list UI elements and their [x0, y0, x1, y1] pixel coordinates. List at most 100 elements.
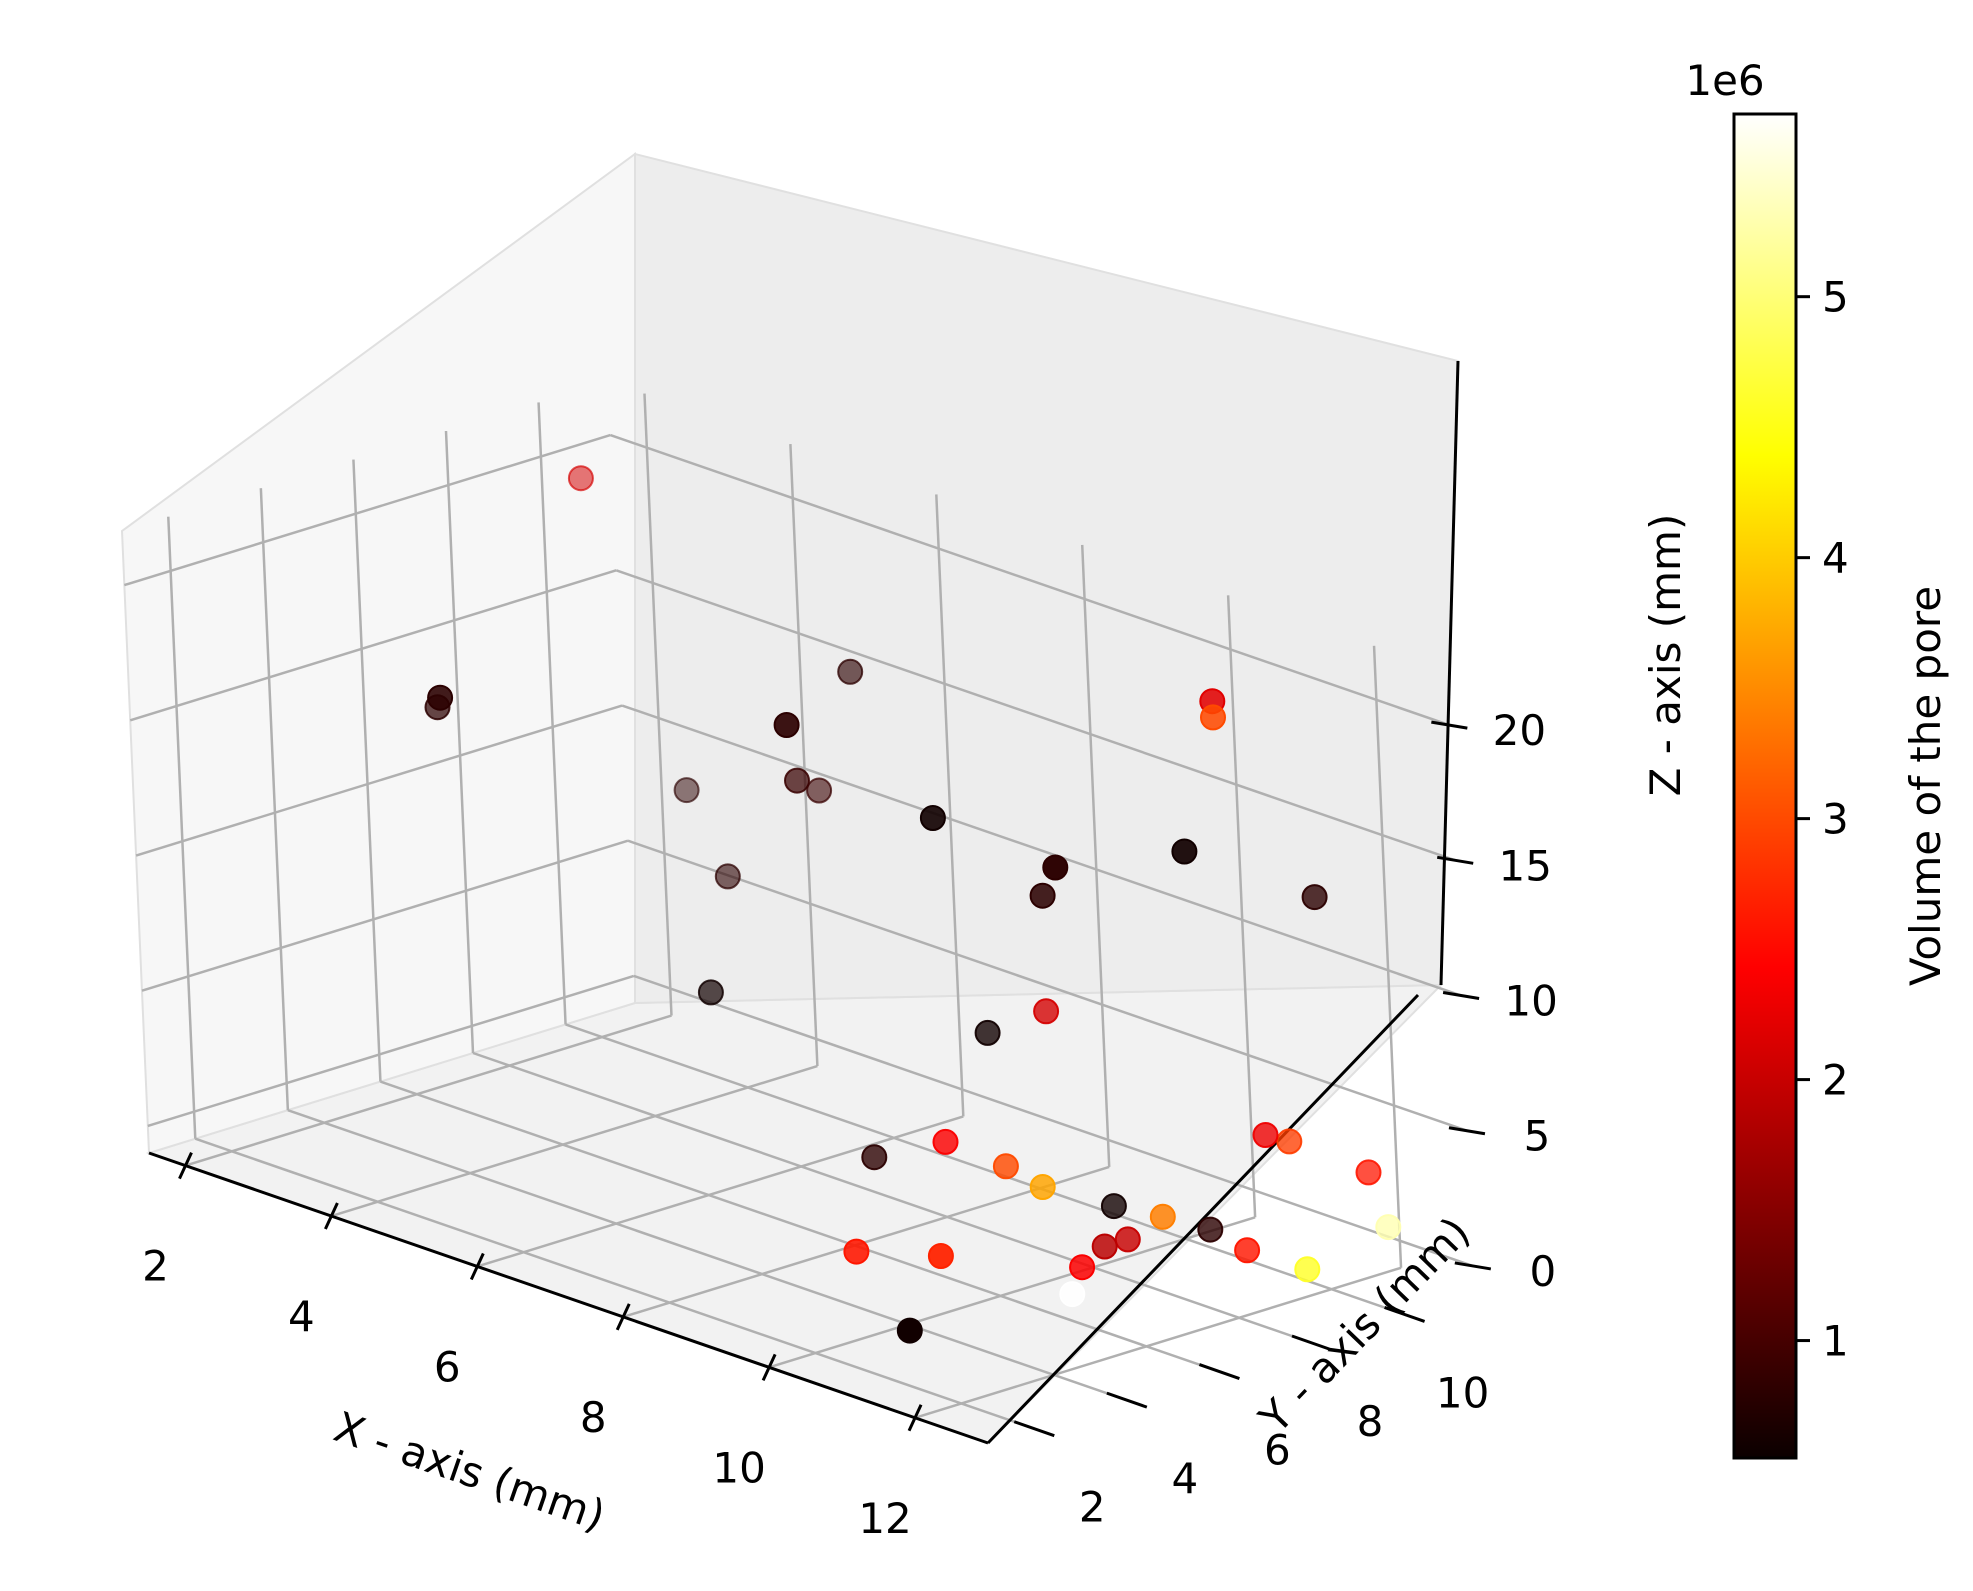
- scatter-point: [697, 979, 724, 1006]
- colorbar-label: Volume of the pore: [1901, 586, 1950, 986]
- y-grid-line: [259, 488, 290, 1111]
- y-tick-label: 10: [1436, 1368, 1489, 1417]
- x-tick-mark: [324, 1202, 339, 1230]
- scatter-point: [714, 863, 741, 890]
- x-tick-label: 2: [142, 1242, 169, 1291]
- scatter-point: [1234, 1237, 1261, 1264]
- scatter-point: [1276, 1128, 1303, 1155]
- z-tick-mark: [1442, 991, 1480, 1001]
- z-axis-ticks: 0 5 10 15 20: [1431, 706, 1558, 1296]
- x-tick-mark: [615, 1303, 631, 1331]
- z-tick-label: 20: [1493, 706, 1546, 755]
- scatter-point: [773, 712, 800, 738]
- x-tick-mark: [907, 1404, 923, 1432]
- z-tick-mark: [1431, 720, 1468, 730]
- scatter-point: [1059, 1281, 1086, 1308]
- scatter-point: [927, 1243, 954, 1269]
- x-tick-mark: [761, 1353, 777, 1381]
- x-grid-line: [1226, 595, 1257, 1218]
- colorbar-tick-label: 1: [1822, 1317, 1849, 1366]
- z-grid-line: [621, 704, 1462, 997]
- y-tick-label: 4: [1171, 1454, 1198, 1503]
- z-grid-line: [615, 569, 1456, 862]
- x-tick-label: 6: [434, 1342, 461, 1391]
- colorbar-tick-label: 3: [1822, 795, 1849, 844]
- scatter-point: [861, 1144, 888, 1171]
- scatter-point: [974, 1019, 1001, 1046]
- scatter-point: [673, 777, 700, 804]
- y-axis-ticks: 2 4 6 8 10: [1013, 1306, 1489, 1532]
- x-grid-line: [331, 1064, 818, 1218]
- y-tick-mark: [1198, 1363, 1240, 1380]
- scatter-point: [1029, 1174, 1056, 1200]
- scatter-point: [567, 465, 594, 492]
- scatter-point: [896, 1317, 923, 1344]
- colorbar-ticks: 1 2 3 4 5: [1796, 273, 1849, 1366]
- x-axis-line: [148, 1151, 989, 1445]
- scatter-point: [1197, 1216, 1224, 1243]
- left-pane: [120, 152, 636, 1155]
- x-tick-label: 8: [580, 1393, 607, 1442]
- x-axis-ticks: 2 4 6 8 10 12: [142, 1151, 923, 1543]
- scatter-point: [1100, 1193, 1127, 1220]
- scatter-point: [806, 777, 833, 804]
- y-grid-line: [565, 1023, 1405, 1316]
- scatter-point: [919, 805, 946, 831]
- y-grid-line: [472, 1051, 1313, 1345]
- y-tick-mark: [1384, 1306, 1426, 1323]
- scatter-point: [1375, 1214, 1402, 1241]
- y-tick-label: 8: [1357, 1397, 1384, 1446]
- colorbar-tick-label: 2: [1822, 1056, 1849, 1105]
- y-grid-line: [194, 1137, 1035, 1430]
- z-tick-mark: [1448, 1126, 1486, 1136]
- x-grid-line: [935, 494, 965, 1117]
- z-axis-title: Z - axis (mm): [1641, 514, 1690, 797]
- scatter-point: [1114, 1226, 1141, 1253]
- y-grid-line: [167, 516, 197, 1139]
- scatter-point: [1301, 884, 1328, 911]
- x-tick-label: 4: [288, 1292, 315, 1341]
- x-grid-line: [476, 1115, 964, 1268]
- z-tick-mark: [1436, 855, 1474, 865]
- y-tick-label: 2: [1079, 1483, 1106, 1532]
- z-tick-mark: [1454, 1261, 1492, 1271]
- y-tick-mark: [1106, 1391, 1148, 1409]
- scatter-point: [427, 684, 454, 711]
- x-tick-label: 10: [712, 1443, 765, 1492]
- x-grid-line: [914, 1266, 1402, 1419]
- y-tick-label: 6: [1264, 1426, 1291, 1475]
- grid-lines: [123, 393, 1474, 1430]
- y-tick-mark: [1291, 1334, 1333, 1352]
- scatter-point: [1033, 998, 1060, 1025]
- scatter-point: [1029, 882, 1056, 909]
- z-grid-line: [609, 433, 1450, 727]
- y-grid-line: [352, 459, 382, 1082]
- scatter-points: [424, 465, 1402, 1344]
- z-axis-line: [1439, 360, 1460, 986]
- colorbar: 1e6 1 2 3 4 5 Volume of the pore: [1685, 56, 1950, 1460]
- x-grid-line: [789, 443, 819, 1067]
- z-tick-label: 15: [1498, 841, 1551, 890]
- scatter-point: [1171, 838, 1198, 865]
- scatter-point: [1294, 1256, 1321, 1283]
- scatter-point: [1252, 1122, 1279, 1148]
- scatter-point: [1042, 854, 1069, 881]
- z-grid-line: [627, 839, 1468, 1132]
- z-grid-line: [123, 433, 611, 587]
- colorbar-tick-label: 5: [1822, 273, 1849, 322]
- z-tick-label: 5: [1524, 1112, 1551, 1161]
- colorbar-tick-label: 4: [1822, 534, 1849, 583]
- y-grid-line: [444, 430, 475, 1054]
- scatter-point: [932, 1128, 959, 1155]
- x-tick-label: 12: [858, 1494, 911, 1543]
- scatter-point: [843, 1238, 870, 1265]
- z-grid-line: [147, 974, 635, 1128]
- x-axis-title: X - axis (mm): [328, 1402, 611, 1540]
- x-grid-line: [1080, 544, 1111, 1167]
- colorbar-offset-text: 1e6: [1685, 56, 1764, 105]
- z-grid-line: [633, 974, 1474, 1268]
- x-grid-line: [185, 1014, 672, 1167]
- z-grid-line: [129, 569, 617, 722]
- colorbar-gradient: [1732, 112, 1798, 1460]
